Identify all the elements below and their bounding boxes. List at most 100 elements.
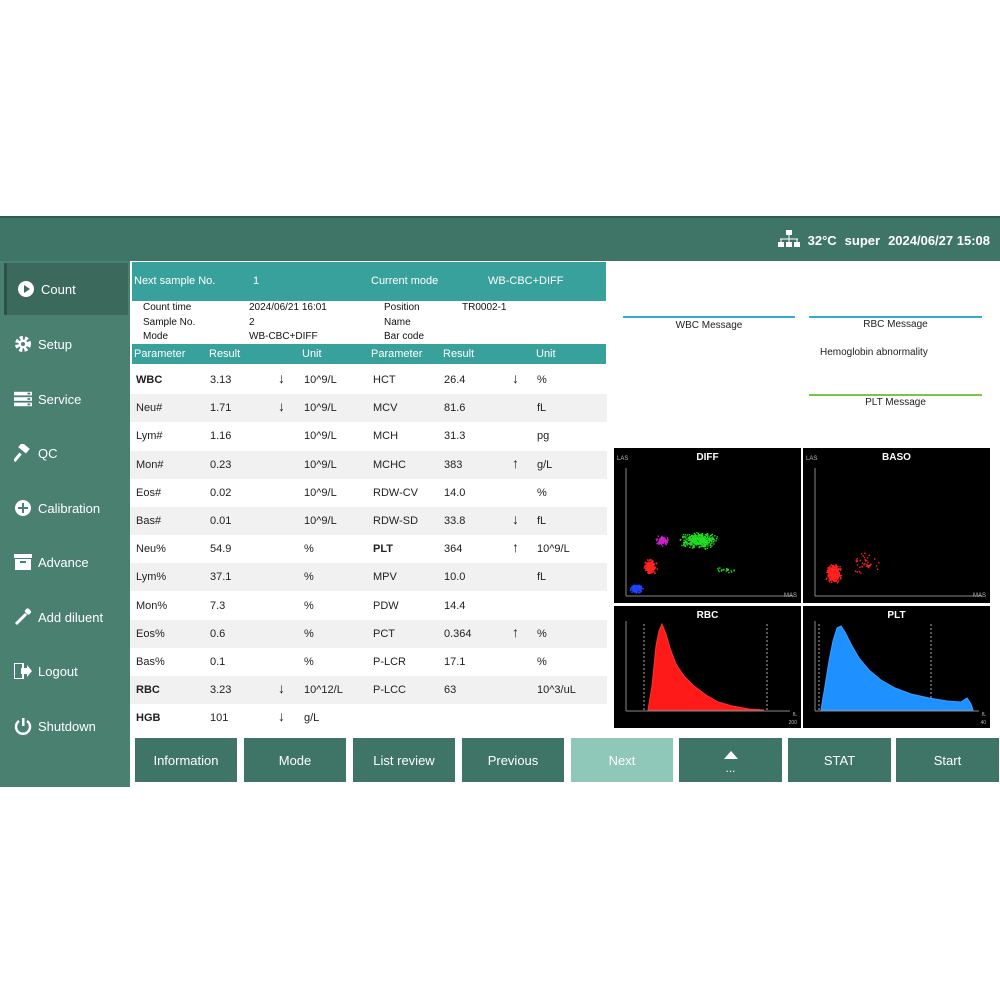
list-review-button[interactable]: List review bbox=[353, 738, 455, 782]
logout-icon bbox=[14, 662, 32, 680]
col-parameter-left: Parameter bbox=[134, 348, 186, 360]
sidebar-item-shutdown[interactable]: Shutdown bbox=[4, 700, 128, 752]
more-button[interactable]: ... bbox=[679, 738, 782, 782]
sample-header-band: Next sample No. 1 Current mode WB-CBC+DI… bbox=[132, 262, 606, 301]
col-result-right: Result bbox=[443, 348, 475, 360]
unit-left: % bbox=[304, 599, 314, 612]
sidebar-item-label: Setup bbox=[38, 336, 72, 352]
result-right: 31.3 bbox=[444, 430, 466, 443]
previous-button[interactable]: Previous bbox=[462, 738, 564, 782]
result-right: 26.4 bbox=[444, 374, 466, 386]
table-row: WBC 3.13 ↓ 10^9/L HCT 26.4 ↓% bbox=[130, 366, 607, 394]
unit-left: 10^9/L bbox=[304, 402, 337, 415]
unit-left: 10^9/L bbox=[304, 486, 337, 499]
result-left: 0.1 bbox=[210, 656, 226, 668]
wbc-message-line bbox=[623, 316, 795, 318]
col-unit-right: Unit bbox=[536, 348, 556, 360]
diff-plot-area bbox=[625, 468, 794, 597]
unit-right: fL bbox=[537, 571, 547, 584]
rbc-message-title: RBC Message bbox=[863, 319, 928, 330]
param-left: WBC bbox=[136, 374, 163, 386]
hammer-icon bbox=[14, 444, 32, 462]
unit-right: g/L bbox=[537, 458, 553, 471]
table-row: Eos# 0.02 10^9/L RDW-CV 14.0% bbox=[130, 479, 607, 507]
unit-left: % bbox=[304, 543, 314, 556]
next-button[interactable]: Next bbox=[571, 738, 673, 782]
table-row: Lym# 1.16 10^9/L MCH 31.3 pg bbox=[130, 422, 607, 450]
sidebar-item-label: Shutdown bbox=[38, 718, 96, 734]
play-circle-icon bbox=[17, 280, 35, 298]
col-unit-left: Unit bbox=[302, 348, 322, 360]
current-mode-label: Current mode bbox=[371, 275, 439, 287]
unit-left: 10^12/L bbox=[304, 684, 343, 697]
baso-y-axis-label: LAS bbox=[806, 456, 818, 462]
sidebar-item-add-diluent[interactable]: Add diluent bbox=[4, 591, 128, 643]
unit-right: 10^9/L bbox=[537, 543, 570, 556]
plt-message-title: PLT Message bbox=[865, 397, 926, 408]
table-row: Bas% 0.1% P-LCR 17.1% bbox=[130, 648, 607, 676]
flag-right: ↑ bbox=[512, 539, 519, 556]
param-right: HCT bbox=[373, 374, 396, 386]
result-right: 63 bbox=[444, 684, 457, 697]
param-left: Eos% bbox=[136, 627, 165, 640]
unit-right: % bbox=[537, 374, 547, 386]
result-left: 37.1 bbox=[210, 571, 232, 584]
unit-left: % bbox=[304, 656, 314, 668]
unit-left: % bbox=[304, 627, 314, 640]
result-right: 14.0 bbox=[444, 486, 466, 499]
stat-button[interactable]: STAT bbox=[788, 738, 891, 782]
sidebar-item-label: Service bbox=[38, 391, 82, 407]
mode-value: WB-CBC+DIFF bbox=[249, 331, 318, 342]
flag-left: ↓ bbox=[278, 708, 285, 725]
param-right: MCH bbox=[373, 430, 399, 443]
information-button[interactable]: Information bbox=[135, 738, 237, 782]
rbc-histogram: RBC fL 200 bbox=[614, 606, 801, 728]
result-right: 17.1 bbox=[444, 656, 466, 668]
sidebar-item-setup[interactable]: Setup bbox=[4, 318, 128, 370]
table-row: HGB 101 ↓ g/L bbox=[130, 704, 607, 732]
sidebar-item-count[interactable]: Count bbox=[4, 263, 128, 315]
result-right: 14.4 bbox=[444, 599, 466, 612]
sample-no-value: 2 bbox=[249, 317, 255, 328]
chevron-up-icon bbox=[723, 747, 738, 762]
sidebar-item-logout[interactable]: Logout bbox=[4, 645, 128, 697]
sidebar-item-advance[interactable]: Advance bbox=[4, 536, 128, 588]
sidebar-item-qc[interactable]: QC bbox=[4, 427, 128, 479]
unit-right: % bbox=[537, 486, 547, 499]
result-right: 383 bbox=[444, 458, 463, 471]
plt-hist-title: PLT bbox=[887, 610, 906, 621]
plt-plot-area bbox=[814, 621, 979, 712]
plt-unit-label: fL bbox=[981, 712, 986, 718]
unit-right: % bbox=[537, 627, 547, 640]
count-time-value: 2024/06/21 16:01 bbox=[249, 302, 327, 313]
unit-left: 10^9/L bbox=[304, 458, 337, 471]
sidebar-item-service[interactable]: Service bbox=[4, 373, 128, 425]
analyzer-screen: 32°C super 2024/06/27 15:08 Count Setup … bbox=[0, 216, 1000, 787]
param-right: PLT bbox=[373, 543, 393, 556]
param-left: Neu% bbox=[136, 543, 166, 556]
flag-right: ↑ bbox=[512, 454, 519, 471]
top-status-bar: 32°C super 2024/06/27 15:08 bbox=[0, 216, 1000, 261]
param-left: Mon# bbox=[136, 458, 164, 471]
result-left: 101 bbox=[210, 712, 229, 725]
barcode-label: Bar code bbox=[384, 331, 425, 342]
table-row: RBC 3.23 ↓ 10^12/L P-LCC 63 10^3/uL bbox=[130, 676, 607, 705]
baso-scattergram: BASO LAS MAS bbox=[803, 448, 990, 603]
next-sample-label: Next sample No. bbox=[134, 275, 216, 287]
sidebar-item-label: Count bbox=[41, 281, 76, 297]
param-left: Lym# bbox=[136, 430, 163, 443]
rbc-axis-end: 200 bbox=[788, 720, 797, 726]
table-row: Bas# 0.01 10^9/L RDW-SD 33.8 ↓ fL bbox=[130, 507, 607, 535]
next-sample-value: 1 bbox=[253, 275, 260, 287]
param-right: P-LCC bbox=[373, 684, 407, 697]
name-label: Name bbox=[384, 317, 411, 328]
start-button[interactable]: Start bbox=[896, 738, 999, 782]
wbc-message-title: WBC Message bbox=[675, 320, 743, 331]
table-row: Neu# 1.71 ↓ 10^9/L MCV 81.6 fL bbox=[130, 394, 607, 423]
sidebar-item-label: Logout bbox=[38, 663, 78, 679]
result-right: 33.8 bbox=[444, 515, 466, 527]
mode-button[interactable]: Mode bbox=[244, 738, 346, 782]
result-left: 1.16 bbox=[210, 430, 232, 443]
unit-left: % bbox=[304, 571, 314, 584]
sidebar-item-calibration[interactable]: Calibration bbox=[4, 482, 128, 534]
